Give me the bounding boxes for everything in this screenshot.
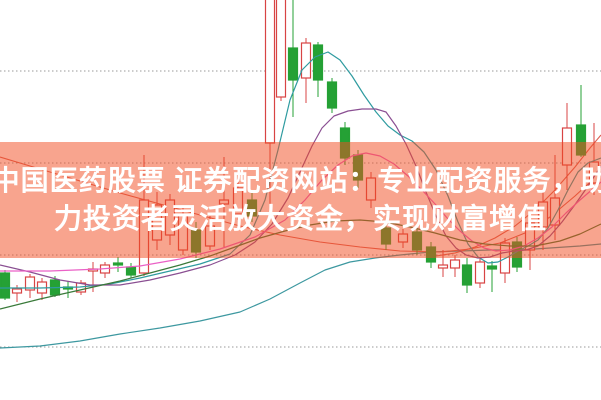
ma-long-teal [0,243,601,349]
candle [486,261,498,292]
candle [112,257,124,272]
promo-banner-line-1: 中国医药股票 证券配资网站：专业配资服务，助 [0,165,601,196]
candle [275,0,287,101]
candle [326,78,338,113]
candle [300,38,312,103]
candle [62,281,74,298]
candle [449,255,461,277]
candle [24,274,36,298]
candle [287,0,299,117]
candle [0,270,11,300]
promo-banner-line-2: 力投资者灵活放大资金，实现财富增值 [53,203,547,234]
candle [474,257,486,288]
candle [99,262,111,278]
candle [36,278,48,300]
promo-banner[interactable]: 中国医药股票 证券配资网站：专业配资服务，助 力投资者灵活放大资金，实现财富增值 [0,142,601,258]
candle [125,263,137,278]
candle [312,42,324,97]
candle [461,258,473,293]
